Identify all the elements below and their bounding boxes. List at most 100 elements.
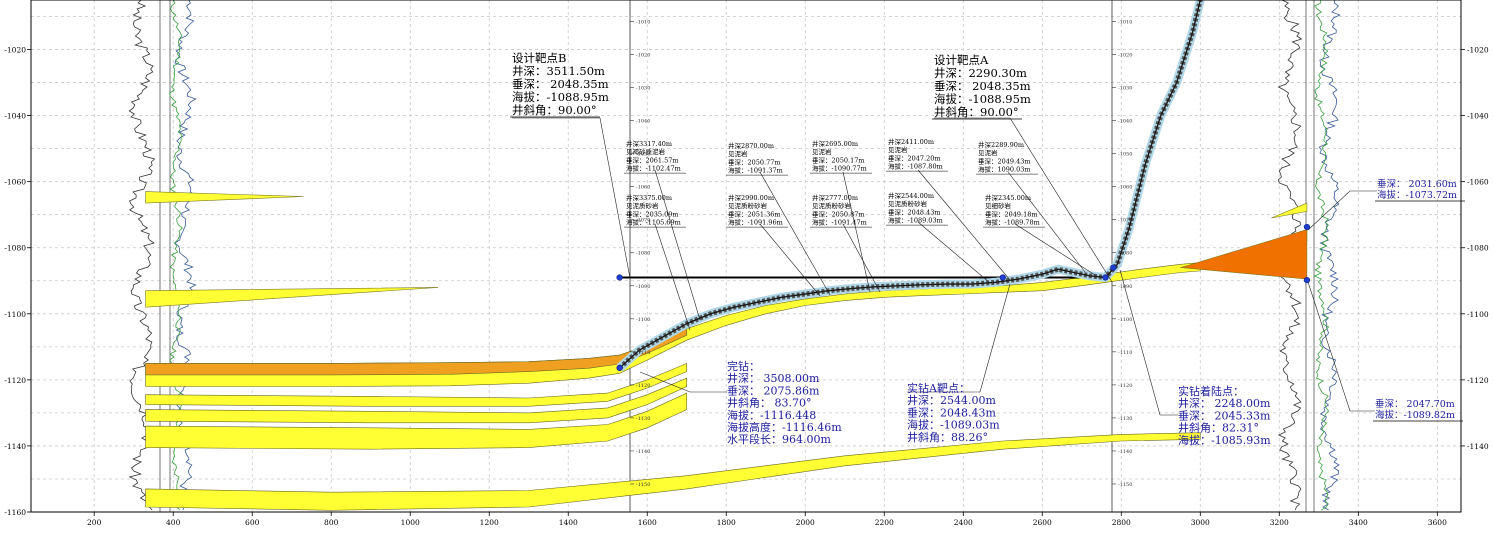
y-tick-label: -1120 (4, 376, 26, 385)
inner-tick-label: -1130 (1118, 416, 1132, 422)
log-curve-rt-right (1318, 0, 1341, 511)
annotation-line: 垂深： 2045.33m (1178, 409, 1271, 422)
inner-tick-label: -1100 (636, 317, 650, 323)
marker-point (616, 274, 623, 281)
inner-tick-label: -1050 (636, 152, 650, 158)
inner-tick-label: -1120 (636, 383, 650, 389)
leader-line (759, 223, 821, 297)
y-tick-label: -1160 (4, 508, 26, 517)
small-label-line: 见泥岩 (812, 147, 832, 156)
annotation-line: 井深：3511.50m (512, 64, 605, 78)
small-label-line: 垂深：2050.17m (812, 155, 865, 164)
annotation-line: 井斜角：90.00° (512, 103, 597, 117)
small-label-line: 海拔：-1091.37m (728, 166, 783, 175)
x-tick-label: 800 (324, 518, 339, 527)
small-label-line: 垂深：2050.87m (812, 209, 865, 218)
inner-tick-label: -1020 (1118, 53, 1132, 59)
annotation-line: 垂深： 2048.35m (512, 77, 609, 91)
x-tick-label: 3200 (1270, 518, 1289, 527)
y-axis-left: -1020 -1040 -1060 -1080 -1100 -1120 -1140 -1160 (4, 46, 31, 517)
small-label-line: 见褐砂质泥岩 (626, 147, 666, 156)
inner-tick-label: -1090 (636, 284, 650, 290)
small-label-line: 海拔：1090.03m (978, 165, 1031, 174)
small-label-line: 海拔：-1089.03m (888, 216, 943, 225)
small-label-line: 井深2411.00m (888, 137, 934, 146)
annotation-line: 实钻着陆点： (1178, 384, 1244, 398)
annotation-line: 井深：2290.30m (934, 66, 1027, 80)
x-tick-label: 2200 (875, 518, 894, 527)
x-axis: 200 400 600 800 1000 1200 1400 1600 1800 2000 2200… (87, 512, 1447, 527)
x-tick-label: 3600 (1428, 518, 1447, 527)
annotation-line: 井斜角： 83.70° (727, 396, 812, 410)
annotation-line: 井斜角：90.00° (934, 105, 1019, 119)
x-tick-label: 600 (245, 518, 260, 527)
small-label-line: 见泥质砂岩 (626, 201, 659, 210)
inner-depth-ticks: -1010 -1020 -1030 -1040 -1050 -1060 -1070 -1080… (630, 20, 1132, 488)
x-tick-label: 200 (87, 518, 102, 527)
leader-line (654, 223, 691, 331)
leader-line (759, 171, 831, 296)
small-label-line: 垂深：2049.43m (978, 156, 1031, 165)
small-label-line: 井深3317.40m (626, 139, 672, 148)
trajectory (616, 0, 1205, 372)
leader-line (1007, 171, 1086, 273)
inner-tick-label: -1070 (1118, 218, 1132, 224)
stratum-band (145, 362, 687, 407)
annotation-line: 垂深： 2048.35m (934, 79, 1031, 93)
small-label-line: 井深2289.90m (978, 140, 1024, 149)
y-tick-label: -1040 (4, 112, 26, 121)
small-label-line: 井深2870.00m (728, 141, 774, 150)
annotation-line: 井深：2544.00m (907, 393, 996, 407)
leader-line (842, 171, 871, 293)
y-tick-label: -1080 (4, 244, 26, 253)
inner-tick-label: -1100 (1118, 317, 1132, 323)
inner-tick-label: -1030 (1118, 86, 1132, 92)
small-label-line: 井深2777.00m (812, 193, 858, 202)
inner-tick-label: -1110 (1118, 350, 1132, 356)
annotation-line: 垂深： 2047.70m (1375, 398, 1455, 410)
log-curve-sp-left (168, 0, 183, 511)
marker-point (999, 274, 1006, 281)
log-curve-sp-right (1313, 0, 1330, 511)
right-y-tick-label: -1100 (1467, 310, 1489, 319)
y-tick-label: -1100 (4, 310, 26, 319)
annotation-line: 海拔：-1088.95m (512, 90, 609, 104)
x-tick-label: 2800 (1112, 518, 1131, 527)
marker-point (616, 364, 623, 372)
y-tick-label: -1060 (4, 178, 26, 187)
inner-tick-label: -1060 (636, 185, 650, 191)
inner-tick-label: -1040 (636, 119, 650, 125)
small-label-line: 海拔：-1090.77m (812, 164, 867, 173)
leader-line (1119, 269, 1178, 416)
strata (145, 262, 1201, 511)
annotation-line: 垂深： 2075.86m (727, 384, 820, 397)
annotation-line: 完钻： (727, 359, 760, 373)
inner-tick-label: -1140 (1118, 449, 1132, 455)
x-tick-label: 400 (166, 518, 181, 527)
annotation-line: 垂深： 2031.60m (1377, 178, 1457, 190)
right-y-tick-label: -1140 (1467, 442, 1489, 451)
small-label-line: 见泥岩 (888, 145, 908, 154)
right-y-tick-label: -1040 (1467, 112, 1489, 121)
small-labels: 井深3317.40m见褐砂质泥岩垂深：2061.57m海拔：-1102.47m井… (624, 137, 1045, 228)
annotation-line: 海拔：-1088.95m (934, 92, 1031, 106)
leader-line (1014, 223, 1096, 276)
small-label-line: 见泥质粉砂岩 (888, 199, 928, 208)
x-tick-label: 2600 (1033, 518, 1052, 527)
annotation-line: 实钻A靶点： (907, 381, 970, 395)
small-label-line: 垂深：2051.36m (728, 209, 781, 218)
leader-line (934, 117, 1113, 283)
leader-line (842, 223, 881, 293)
small-label-line: 井深2695.00m (812, 139, 858, 148)
x-tick-label: 1400 (559, 518, 578, 527)
